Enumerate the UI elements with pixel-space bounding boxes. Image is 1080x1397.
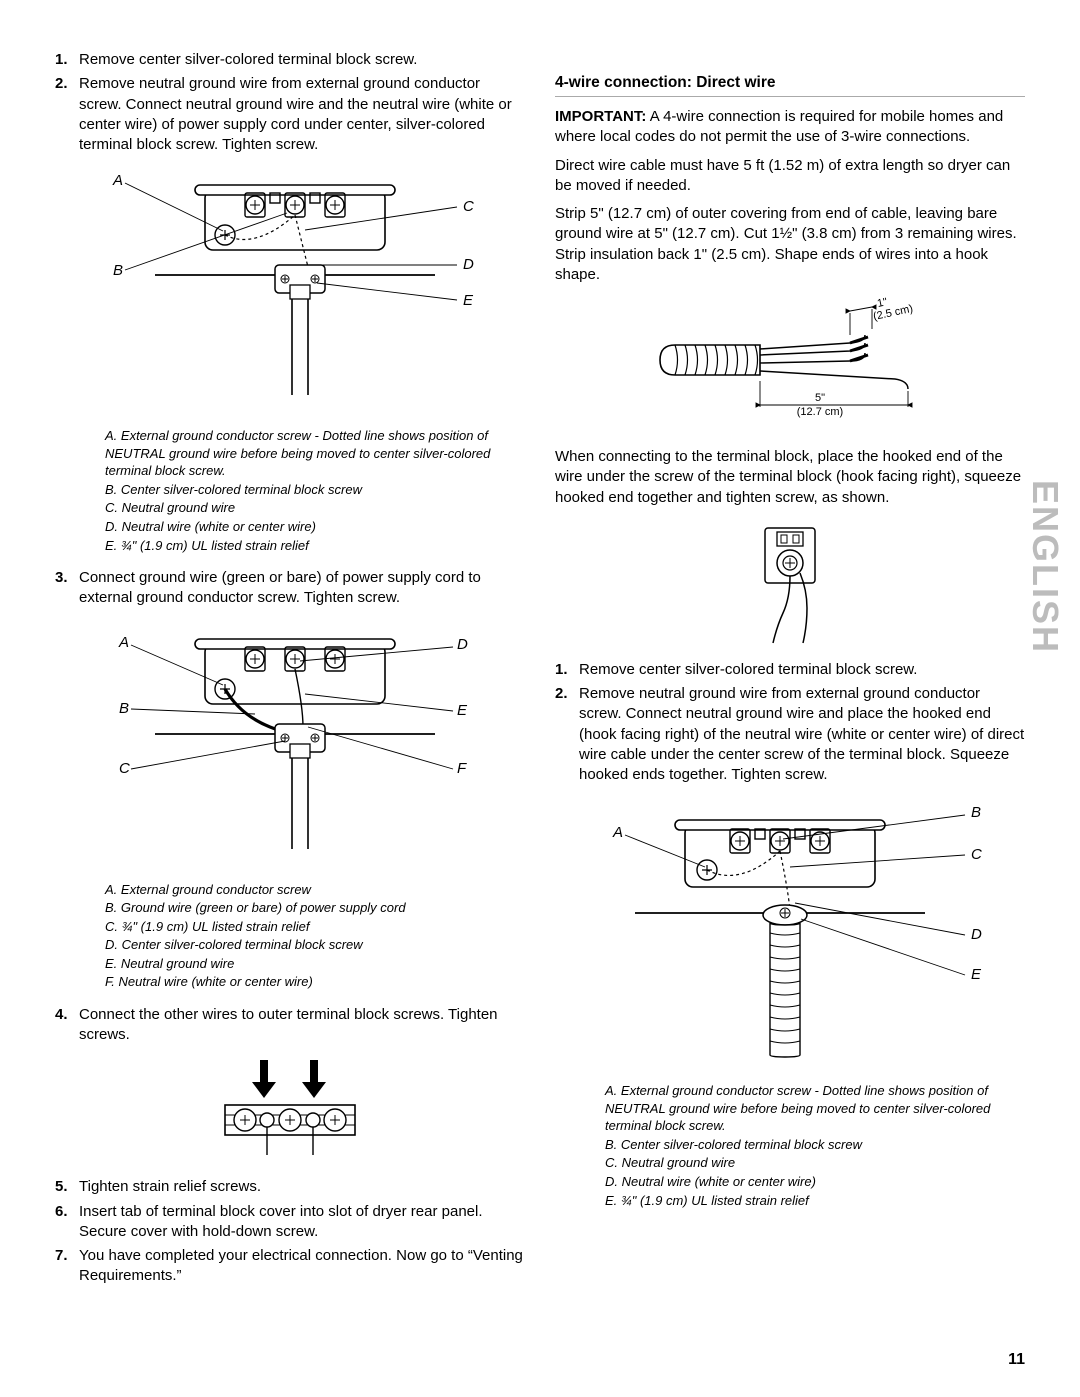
left-steps-3: 4.Connect the other wires to outer termi… (55, 1005, 525, 1046)
step-num: 2. (555, 684, 579, 785)
legend-1: A. External ground conductor screw - Dot… (105, 427, 525, 554)
cable-strip-diagram: 1" (2.5 cm) 5" (12.7 cm) (555, 295, 1025, 439)
svg-text:E: E (463, 292, 474, 309)
svg-text:C: C (463, 198, 474, 215)
step-num: 1. (55, 50, 79, 70)
step-text: Insert tab of terminal block cover into … (79, 1202, 525, 1243)
step-num: 6. (55, 1202, 79, 1243)
right-column: 4-wire connection: Direct wire IMPORTANT… (555, 50, 1025, 1291)
step-text: Remove center silver-colored terminal bl… (79, 50, 417, 70)
svg-text:E: E (971, 966, 982, 983)
svg-text:D: D (463, 256, 474, 273)
left-steps-2: 3.Connect ground wire (green or bare) of… (55, 568, 525, 609)
terminal-diagram-2: A B C D E F (55, 619, 525, 873)
step-text: Tighten strain relief screws. (79, 1177, 261, 1197)
p-important: IMPORTANT: A 4-wire connection is requir… (555, 107, 1025, 148)
step-text: You have completed your electrical conne… (79, 1246, 525, 1287)
outer-screws-diagram (55, 1055, 525, 1169)
svg-text:C: C (971, 846, 982, 863)
svg-text:A: A (112, 172, 123, 189)
left-steps-1: 1.Remove center silver-colored terminal … (55, 50, 525, 155)
svg-text:D: D (971, 926, 982, 943)
p4: When connecting to the terminal block, p… (555, 447, 1025, 508)
right-steps: 1.Remove center silver-colored terminal … (555, 660, 1025, 786)
step-num: 3. (55, 568, 79, 609)
step-num: 2. (55, 74, 79, 155)
step-num: 7. (55, 1246, 79, 1287)
step-num: 4. (55, 1005, 79, 1046)
p3: Strip 5" (12.7 cm) of outer covering fro… (555, 204, 1025, 285)
language-tab: ENGLISH (1024, 480, 1066, 654)
step-text: Connect the other wires to outer termina… (79, 1005, 525, 1046)
hook-screw-diagram (555, 518, 1025, 652)
terminal-direct-wire-diagram: A B C D E (555, 795, 1025, 1074)
left-steps-4: 5.Tighten strain relief screws. 6.Insert… (55, 1177, 525, 1286)
page-number: 11 (1008, 1351, 1025, 1369)
svg-text:D: D (457, 636, 468, 653)
step-text: Remove neutral ground wire from external… (79, 74, 525, 155)
p2: Direct wire cable must have 5 ft (1.52 m… (555, 156, 1025, 197)
left-column: 1.Remove center silver-colored terminal … (55, 50, 525, 1291)
svg-text:F: F (457, 760, 467, 777)
step-num: 1. (555, 660, 579, 680)
svg-text:C: C (119, 760, 130, 777)
svg-text:B: B (971, 804, 981, 821)
svg-text:E: E (457, 702, 468, 719)
terminal-diagram-1: A B C D E (55, 165, 525, 419)
svg-text:(12.7 cm): (12.7 cm) (797, 406, 843, 418)
legend-2: A. External ground conductor screw B. Gr… (105, 881, 525, 991)
svg-text:A: A (612, 824, 623, 841)
svg-text:5": 5" (815, 392, 825, 404)
step-text: Remove neutral ground wire from external… (579, 684, 1025, 785)
step-text: Remove center silver-colored terminal bl… (579, 660, 917, 680)
section-heading: 4-wire connection: Direct wire (555, 74, 1025, 97)
svg-text:B: B (113, 262, 123, 279)
legend-right: A. External ground conductor screw - Dot… (605, 1082, 1025, 1209)
step-num: 5. (55, 1177, 79, 1197)
step-text: Connect ground wire (green or bare) of p… (79, 568, 525, 609)
svg-text:A: A (118, 634, 129, 651)
svg-text:B: B (119, 700, 129, 717)
